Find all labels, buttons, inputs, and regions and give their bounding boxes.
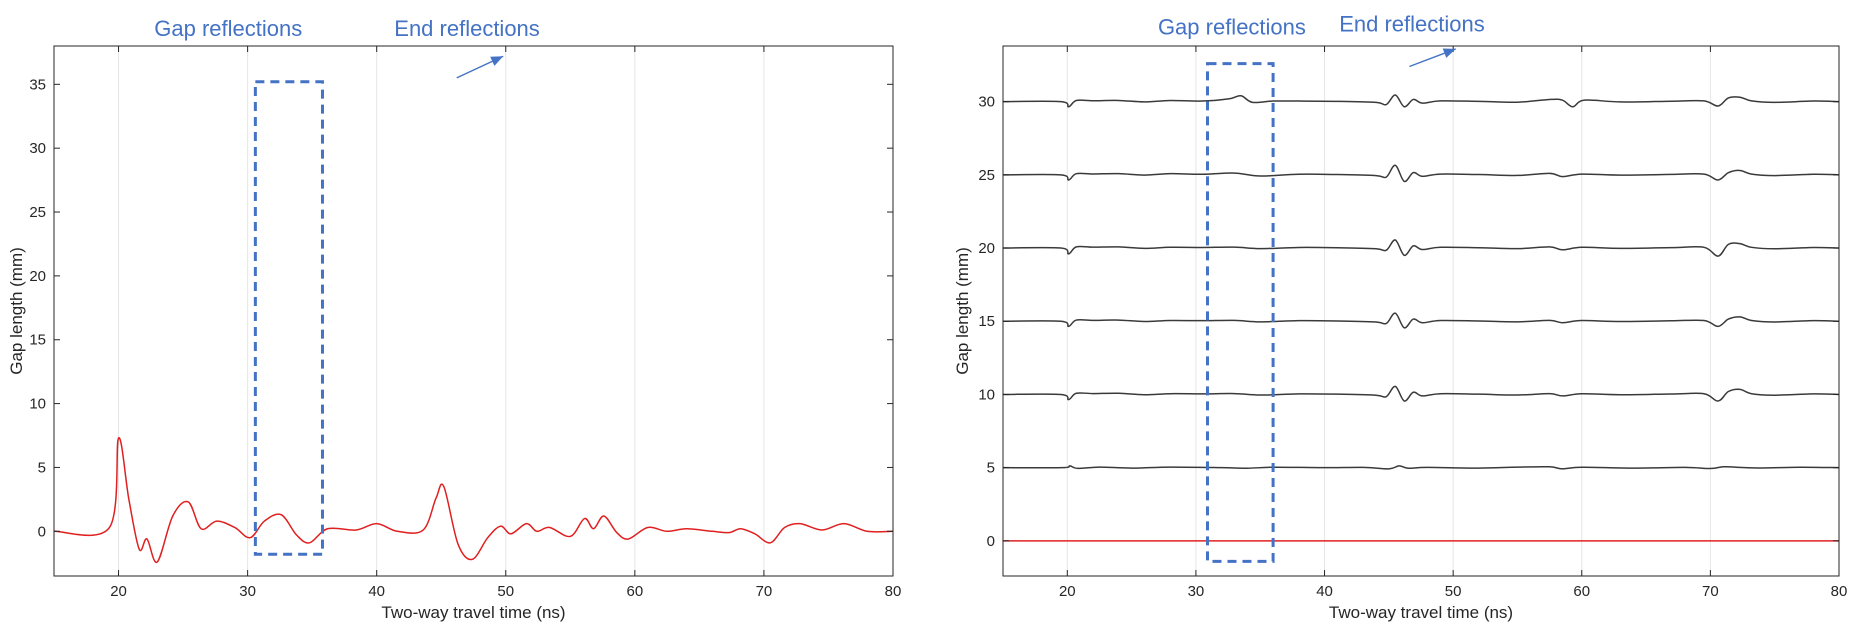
gap-reflection-box xyxy=(253,80,324,556)
gap-reflections-annotation: Gap reflections xyxy=(154,16,302,41)
gap-reflection-box xyxy=(1205,62,1275,563)
y-tick-label: 0 xyxy=(987,533,995,550)
gap-reflections-annotation: Gap reflections xyxy=(1158,14,1306,39)
y-tick-label: 0 xyxy=(38,523,46,540)
axes-frame xyxy=(1002,45,1840,577)
x-tick-label: 20 xyxy=(1059,583,1076,600)
y-tick-label: 10 xyxy=(978,386,995,403)
x-axis-label: Two-way travel time (ns) xyxy=(1329,603,1513,622)
trace-line-0 xyxy=(53,437,894,563)
y-tick-label: 25 xyxy=(29,204,46,221)
x-tick-label: 60 xyxy=(627,583,644,600)
arrow-head-icon xyxy=(490,56,504,66)
y-tick-label: 15 xyxy=(978,313,995,330)
trace-line-5 xyxy=(1002,465,1840,470)
y-tick-label: 10 xyxy=(29,396,46,413)
y-tick-label: 30 xyxy=(29,140,46,157)
y-tick-label: 30 xyxy=(978,94,995,111)
plot-area xyxy=(1003,46,1839,576)
trace-line-15 xyxy=(1002,312,1840,329)
plot-area xyxy=(54,46,893,576)
arrow-head-icon xyxy=(1442,48,1456,58)
x-tick-label: 50 xyxy=(1445,583,1462,600)
trace-line-20 xyxy=(1002,239,1840,257)
axes-frame xyxy=(53,45,894,577)
trace-line-10 xyxy=(1002,385,1840,402)
x-tick-label: 70 xyxy=(756,583,773,600)
x-tick-label: 80 xyxy=(885,583,902,600)
x-axis-label: Two-way travel time (ns) xyxy=(381,603,565,622)
x-tick-label: 40 xyxy=(1316,583,1333,600)
trace-line-25 xyxy=(1002,164,1840,183)
y-tick-label: 35 xyxy=(29,76,46,93)
x-tick-label: 70 xyxy=(1702,583,1719,600)
y-tick-label: 5 xyxy=(38,459,46,476)
x-tick-label: 30 xyxy=(239,583,256,600)
x-tick-label: 30 xyxy=(1188,583,1205,600)
x-tick-label: 40 xyxy=(368,583,385,600)
x-tick-label: 80 xyxy=(1831,583,1848,600)
x-tick-label: 20 xyxy=(110,583,127,600)
x-tick-label: 50 xyxy=(497,583,514,600)
y-tick-label: 20 xyxy=(29,268,46,285)
y-tick-label: 5 xyxy=(987,460,995,477)
y-axis-label: Gap length (mm) xyxy=(953,247,972,375)
y-tick-label: 25 xyxy=(978,167,995,184)
end-reflections-annotation: End reflections xyxy=(394,16,540,41)
y-tick-label: 20 xyxy=(978,240,995,257)
end-reflections-annotation: End reflections xyxy=(1339,11,1485,36)
y-tick-label: 15 xyxy=(29,332,46,349)
y-axis-label: Gap length (mm) xyxy=(7,247,26,375)
trace-line-30 xyxy=(1002,94,1840,108)
right-chart-panel: 20 30 40 50 60 70 80 0 5 10 15 20 25 30 Two-way travel… xyxy=(953,11,1847,622)
x-tick-label: 60 xyxy=(1573,583,1590,600)
left-chart-panel: 20 30 40 50 60 70 80 0 5 10 15 20 25 30 35 Two-way trav… xyxy=(7,16,901,622)
